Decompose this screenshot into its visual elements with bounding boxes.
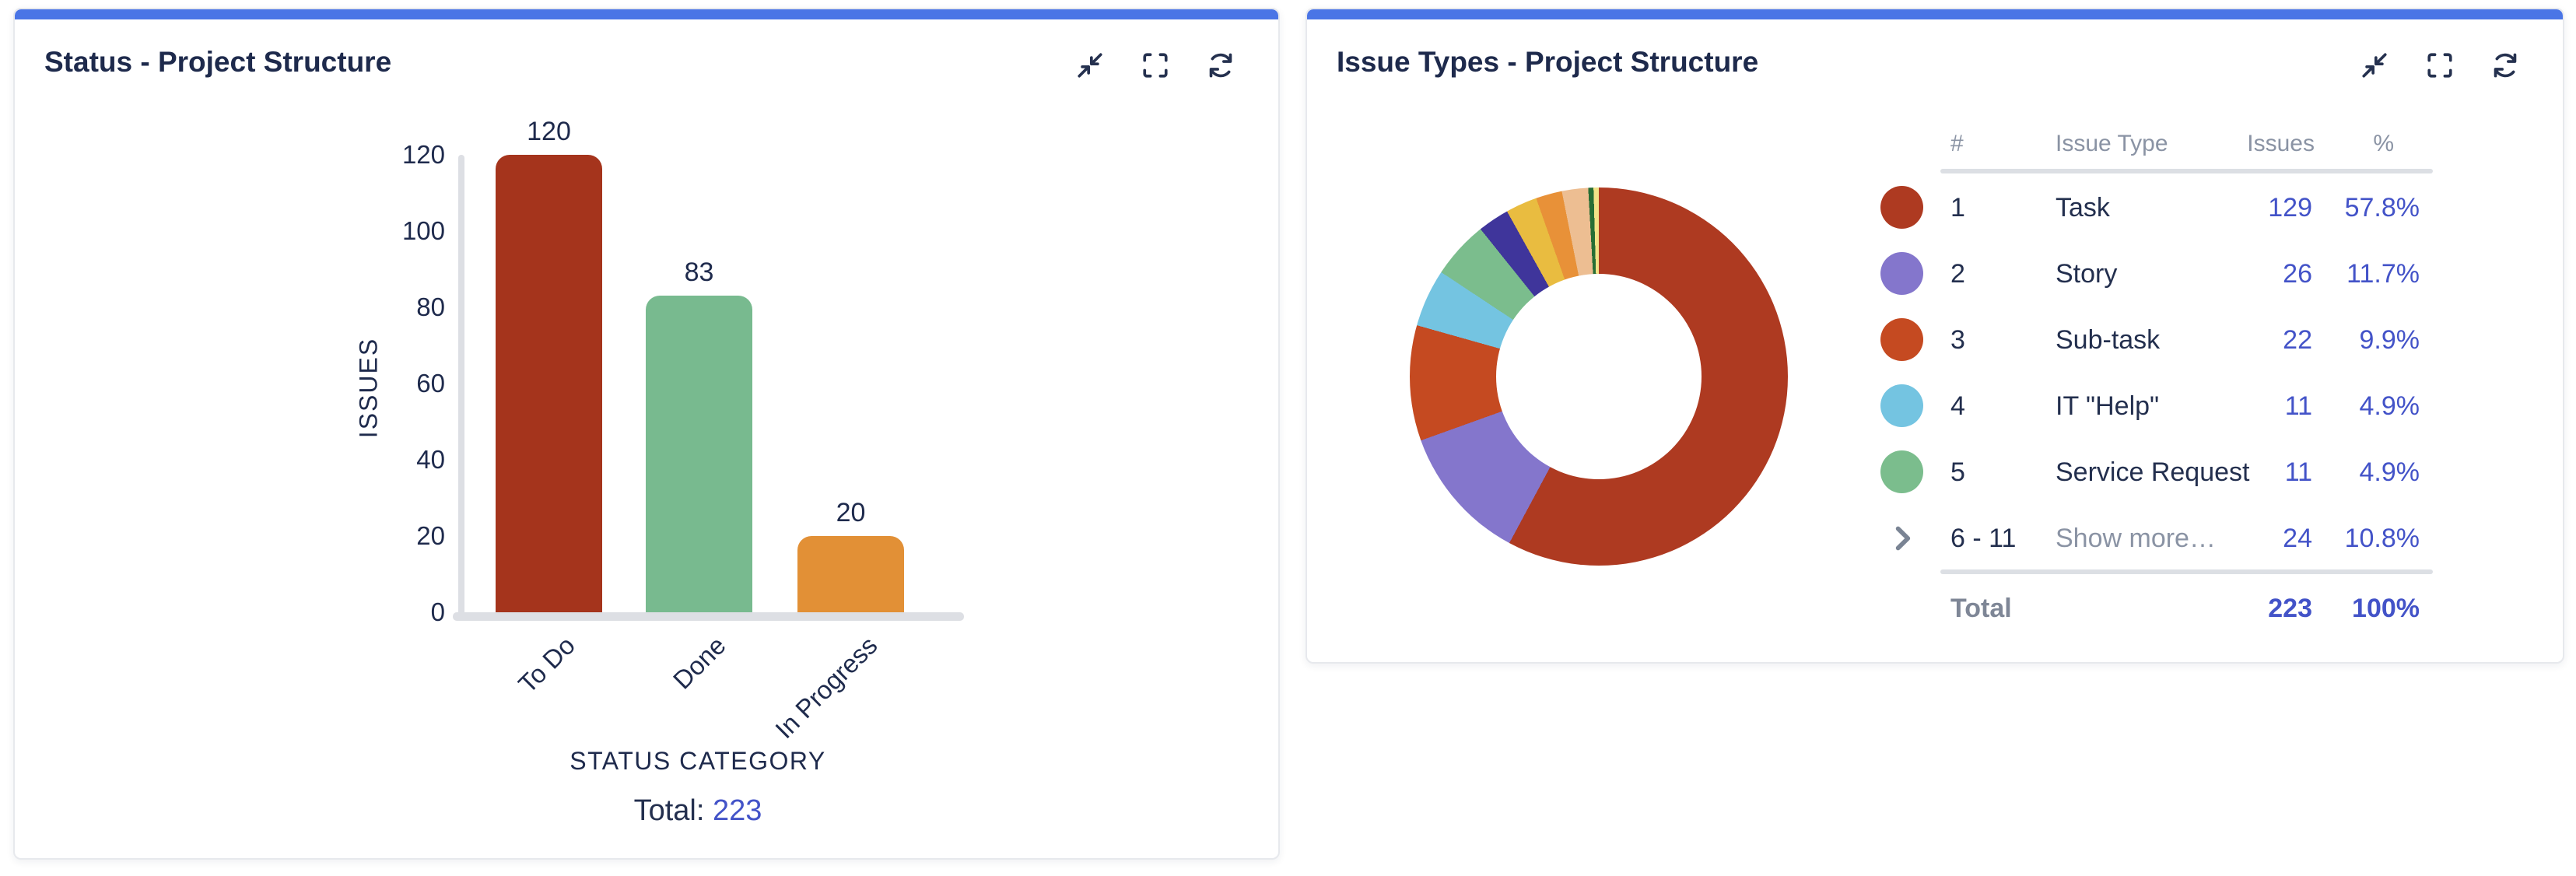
y-axis-tick-label: 120 — [401, 140, 445, 169]
issues-count-link[interactable]: 11 — [2284, 391, 2312, 421]
panel-accent-bar — [1307, 9, 2563, 19]
x-axis-category-label[interactable]: To Do — [513, 630, 581, 699]
issue-types-table: # Issue Type Issues % Total 223 100% 1 Ta… — [1852, 9, 2435, 662]
panel-actions — [1073, 48, 1238, 82]
bar-value-label: 120 — [527, 117, 571, 146]
status-gadget-panel: Status - Project Structure ISSUES STATUS… — [13, 8, 1280, 860]
issue-type-name: IT "Help" — [2056, 391, 2160, 421]
row-number: 1 — [1950, 193, 1965, 223]
series-color-swatch — [1880, 252, 1923, 295]
percentage-link[interactable]: 4.9% — [2359, 391, 2420, 421]
issues-count-link[interactable]: 26 — [2283, 259, 2312, 289]
bar-value-label: 83 — [684, 258, 714, 288]
fullscreen-icon[interactable] — [1138, 48, 1172, 82]
chart-total-value[interactable]: 223 — [712, 794, 762, 827]
series-color-swatch — [1880, 450, 1923, 493]
percentage-link[interactable]: 9.9% — [2359, 325, 2420, 355]
x-axis-title: STATUS CATEGORY — [570, 747, 826, 775]
x-axis-line — [453, 612, 964, 621]
panel-actions — [2357, 48, 2522, 82]
issues-count-link[interactable]: 129 — [2268, 193, 2312, 223]
table-header-issues: Issues — [2247, 131, 2315, 156]
row-number: 3 — [1950, 325, 1965, 355]
chevron-right-icon[interactable] — [1884, 520, 1920, 556]
issue-type-name: Sub-task — [2056, 325, 2161, 355]
y-axis-tick-label: 20 — [416, 521, 445, 550]
x-axis-category-label[interactable]: Done — [667, 630, 731, 695]
y-axis-tick-label: 40 — [416, 445, 445, 474]
issue-types-gadget-panel: Issue Types - Project Structure # Issue … — [1306, 8, 2564, 664]
x-axis-category-label[interactable]: In Progress — [769, 630, 883, 745]
issue-type-row-it-help[interactable]: 4 IT "Help" 11 4.9% — [1852, 373, 2435, 439]
row-number: 2 — [1950, 259, 1965, 289]
table-header-type: Issue Type — [2056, 131, 2168, 156]
donut-chart[interactable] — [1410, 187, 1788, 566]
row-number: 5 — [1950, 457, 1965, 487]
issue-type-row-task[interactable]: 1 Task 129 57.8% — [1852, 175, 2435, 240]
row-number: 4 — [1950, 391, 1965, 421]
bar-to-do[interactable] — [496, 155, 602, 612]
total-pct: 100% — [2352, 594, 2420, 623]
bar-value-label: 20 — [836, 498, 866, 527]
y-axis-tick-label: 60 — [416, 369, 445, 398]
percentage-link[interactable]: 4.9% — [2359, 457, 2420, 487]
chart-total-label: Total: — [633, 794, 705, 827]
y-axis-tick-label: 100 — [401, 216, 445, 245]
table-total-row: Total 223 100% — [1852, 576, 2435, 641]
show-more-row[interactable]: 6 - 11 Show more… 24 10.8% — [1852, 506, 2435, 571]
bar-in-progress[interactable] — [797, 536, 904, 612]
bar-chart: ISSUES STATUS CATEGORY 0 20 40 60 80 100 120 12… — [15, 9, 1278, 858]
total-label: Total — [1950, 594, 2012, 623]
issues-count-link[interactable]: 24 — [2283, 524, 2312, 553]
fullscreen-icon[interactable] — [2423, 48, 2457, 82]
issue-type-row-story[interactable]: 2 Story 26 11.7% — [1852, 241, 2435, 307]
percentage-link[interactable]: 57.8% — [2344, 193, 2420, 223]
issue-type-name: Service Request — [2056, 457, 2250, 487]
issue-type-row-service-request[interactable]: 5 Service Request 11 4.9% — [1852, 440, 2435, 505]
y-axis-line — [458, 155, 464, 619]
donut-hole — [1496, 274, 1702, 479]
show-more-link[interactable]: Show more… — [2056, 524, 2216, 553]
panel-title: Status - Project Structure — [44, 46, 392, 78]
y-axis-tick-label: 0 — [430, 597, 445, 626]
panel-title: Issue Types - Project Structure — [1337, 46, 1759, 78]
refresh-icon[interactable] — [2488, 48, 2522, 82]
table-total-divider — [1940, 569, 2433, 574]
refresh-icon[interactable] — [1204, 48, 1238, 82]
issue-type-row-sub-task[interactable]: 3 Sub-task 22 9.9% — [1852, 307, 2435, 373]
issue-type-name: Story — [2056, 259, 2118, 289]
total-issues: 223 — [2268, 594, 2312, 623]
series-color-swatch — [1880, 384, 1923, 427]
row-number: 6 - 11 — [1950, 524, 2017, 553]
collapse-icon[interactable] — [1073, 48, 1107, 82]
panel-accent-bar — [15, 9, 1278, 19]
chart-total: Total: 223 — [464, 794, 931, 828]
issue-type-name: Task — [2056, 193, 2110, 223]
percentage-link[interactable]: 10.8% — [2344, 524, 2420, 553]
y-axis-tick-label: 80 — [416, 293, 445, 321]
series-color-swatch — [1880, 318, 1923, 361]
series-color-swatch — [1880, 186, 1923, 229]
issues-count-link[interactable]: 11 — [2284, 457, 2312, 487]
issues-count-link[interactable]: 22 — [2283, 325, 2312, 355]
table-header-divider — [1940, 169, 2433, 173]
table-header-num: # — [1950, 131, 1964, 156]
percentage-link[interactable]: 11.7% — [2346, 259, 2420, 289]
table-header-pct: % — [2373, 131, 2394, 156]
collapse-icon[interactable] — [2357, 48, 2392, 82]
bar-done[interactable] — [646, 296, 752, 612]
